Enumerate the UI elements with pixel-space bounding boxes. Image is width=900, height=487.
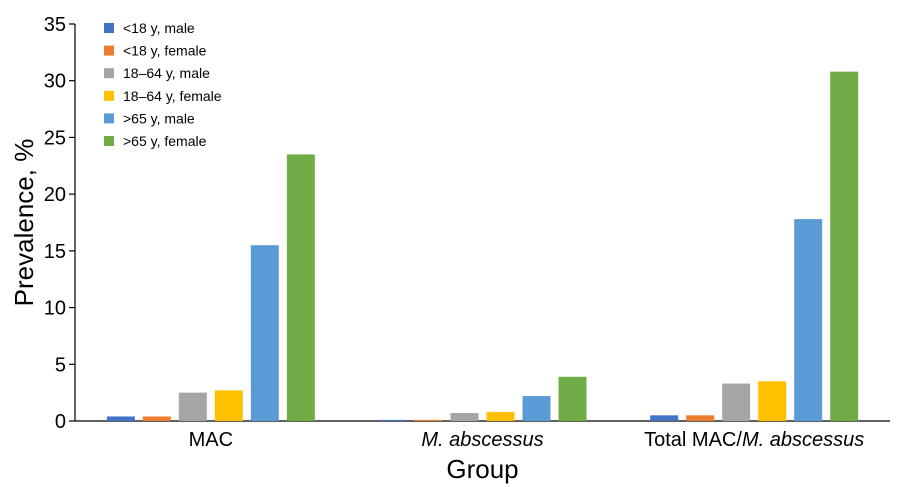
legend-label: >65 y, male [123,110,195,126]
legend-swatch [104,23,114,33]
y-tick-label: 10 [44,298,66,320]
bar [286,154,315,421]
bar [486,411,515,421]
bar [722,383,751,421]
x-category-label: MAC [189,429,233,451]
legend: <18 y, male <18 y, female 18–64 y, male 18–… [104,20,222,149]
x-category-label: M. abscessus [421,429,543,451]
x-category-label-part: M. abscessus [421,429,543,451]
legend-swatch [104,113,114,124]
legend-label: <18 y, female [123,43,207,59]
bar [830,71,859,421]
x-category-label: Total MAC/M. abscessus [644,429,864,451]
legend-label: >65 y, female [123,133,207,149]
legend-swatch [104,68,114,79]
x-category-label-part: M. abscessus [742,429,864,451]
y-tick-label: 0 [55,411,66,433]
bar [106,416,135,421]
bar [450,413,479,421]
bar [758,381,787,421]
bar [378,419,407,421]
bar [558,376,587,421]
y-tick-label: 35 [44,14,66,36]
axes [74,24,890,422]
legend-label: 18–64 y, female [123,88,222,104]
y-tick-label: 15 [44,241,66,263]
bar [414,419,443,421]
legend-swatch [104,45,114,56]
x-category-label-part: Total MAC/ [644,429,742,451]
bar [794,219,823,421]
y-tick-label: 25 [44,127,66,149]
y-tick-label: 30 [44,71,66,93]
y-ticks: 0 5 10 15 20 25 30 35 [44,14,75,433]
bar [686,415,715,421]
y-tick-label: 5 [55,354,66,376]
bar [250,245,279,421]
bars [106,71,859,421]
y-axis-title: Prevalence, % [9,139,39,307]
legend-label: <18 y, male [123,20,195,36]
bar [214,390,243,421]
x-category-label-part: MAC [189,429,233,451]
legend-label: 18–64 y, male [123,65,210,81]
bar [650,415,679,421]
x-categories: MAC M. abscessus Total MAC/M. abscessus [189,429,865,451]
legend-swatch [104,90,114,101]
x-axis-title: Group [446,454,518,484]
legend-swatch [104,136,114,146]
bar [522,396,551,421]
y-tick-label: 20 [44,184,66,206]
bar [178,392,207,421]
bar [142,416,171,421]
